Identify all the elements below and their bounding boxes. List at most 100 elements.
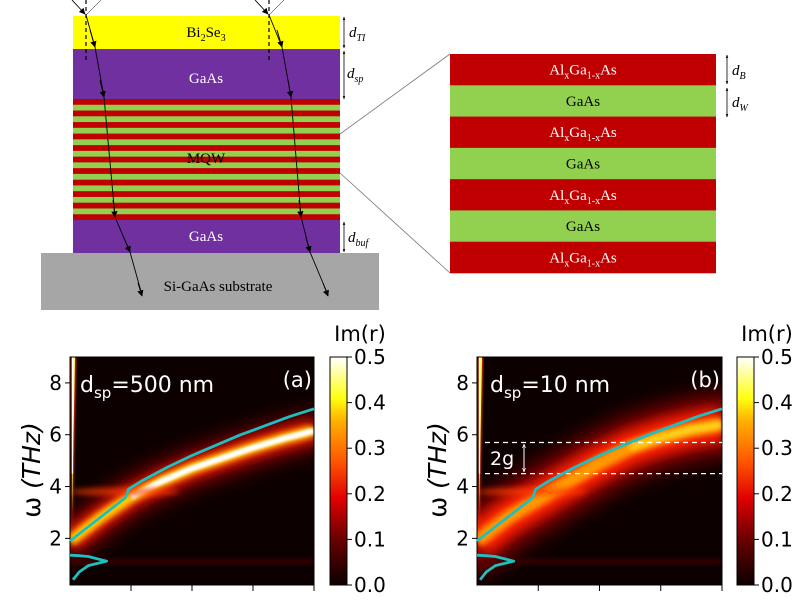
mqw-barrier-stripe bbox=[73, 168, 340, 175]
dim-label-dbuf: dbuf bbox=[348, 230, 370, 249]
low-branch-curve-a bbox=[69, 553, 108, 581]
gap-annotation: 2g bbox=[485, 441, 722, 475]
algaas-barrier-layer bbox=[450, 54, 716, 86]
mqw-well-stripe bbox=[73, 162, 340, 169]
bi2se3-label: Bi2Se3 bbox=[186, 25, 225, 44]
mqw-barrier-stripe bbox=[73, 133, 340, 140]
plot-b-axes: 2 4 6 8 bbox=[456, 371, 723, 591]
mqw-well-stripe bbox=[73, 185, 340, 192]
mqw-well-stripe bbox=[73, 116, 340, 123]
colorbar-a bbox=[329, 356, 348, 586]
ylabel-b: ω (THz) bbox=[423, 422, 452, 518]
colorbar-tick-label: 0.3 bbox=[354, 436, 386, 460]
algaas-label: AlxGa1-xAs bbox=[549, 250, 617, 269]
low-mode-glow bbox=[70, 559, 314, 564]
mqw-barrier-stripe bbox=[73, 179, 340, 186]
gaas-spacer-label: GaAs bbox=[189, 71, 223, 87]
gaas-buffer-label: GaAs bbox=[189, 229, 223, 245]
zoom-connector-top bbox=[339, 53, 451, 135]
mqw-zoom-stack: AlxGa1-xAs GaAs AlxGa1-xAs GaAs AlxGa1-xAs Ga… bbox=[450, 54, 716, 274]
ytick-label: 6 bbox=[456, 423, 469, 447]
dim-label-dti: dTI bbox=[349, 25, 366, 44]
algaas-label: AlxGa1-xAs bbox=[549, 125, 617, 144]
ytick-label: 6 bbox=[49, 423, 62, 447]
mqw-well-stripe bbox=[73, 196, 340, 204]
mqw-barrier-stripe bbox=[73, 156, 340, 163]
dim-label-dw: dW bbox=[732, 95, 750, 114]
gaas-label: GaAs bbox=[566, 94, 600, 110]
mqw-barrier-stripe bbox=[73, 122, 340, 129]
colorbar-tick-label: 0.5 bbox=[354, 345, 386, 369]
heatmap-b-area bbox=[477, 357, 722, 585]
heatmap-b-intensity bbox=[477, 357, 722, 571]
colorbar-tick-label: 0.1 bbox=[354, 527, 386, 551]
colorbar-a-label: Im(r) bbox=[334, 322, 386, 346]
ytick-label: 2 bbox=[456, 526, 469, 550]
colorbar-tick-label: 0.0 bbox=[354, 573, 386, 597]
low-branch-curve-b bbox=[476, 553, 516, 581]
incident-beam-right bbox=[254, 0, 329, 297]
gaas-label: GaAs bbox=[566, 219, 600, 235]
mqw-well-stripe bbox=[73, 173, 340, 180]
annotation-b: dsp=10 nm bbox=[490, 373, 610, 402]
colorbar-b-ticks: 0.0 0.1 0.2 0.3 0.4 0.5 bbox=[754, 345, 793, 597]
algaas-label: AlxGa1-xAs bbox=[549, 188, 617, 207]
colorbar-tick-label: 0.2 bbox=[761, 482, 793, 506]
layer-stack-schematic: Bi2Se3 GaAs MQW GaAs Si-GaAs substrate d… bbox=[41, 0, 750, 310]
colorbar-a-ticks: 0.0 0.1 0.2 0.3 0.4 0.5 bbox=[347, 345, 386, 597]
mqw-label: MQW bbox=[187, 151, 226, 167]
dispersion-curve-b bbox=[476, 407, 723, 543]
gaas-well-layer bbox=[450, 147, 716, 180]
mqw-well-stripe bbox=[73, 127, 340, 134]
mqw-barrier-stripe bbox=[73, 202, 340, 209]
ylabel-a: ω (THz) bbox=[17, 422, 46, 518]
gap-label: 2g bbox=[490, 448, 514, 470]
colorbar-tick-label: 0.3 bbox=[761, 436, 793, 460]
zoom-connector-bottom bbox=[339, 172, 451, 274]
bi2se3-layer bbox=[73, 16, 340, 49]
gaas-well-layer bbox=[450, 85, 716, 117]
mqw-well-stripe bbox=[73, 150, 340, 157]
dispersion-curve-a bbox=[69, 407, 315, 543]
band-peak bbox=[629, 421, 722, 451]
gaas-spacer-layer bbox=[73, 49, 340, 99]
algaas-label: AlxGa1-xAs bbox=[549, 63, 617, 82]
algaas-barrier-layer bbox=[450, 179, 716, 211]
panel-label-b: (b) bbox=[690, 368, 720, 392]
ytick-label: 4 bbox=[456, 475, 469, 499]
anticrossing-glow bbox=[477, 487, 588, 496]
substrate-label: Si-GaAs substrate bbox=[164, 279, 273, 295]
algaas-barrier-layer bbox=[450, 241, 716, 274]
ytick-label: 8 bbox=[49, 371, 62, 395]
mqw-barrier-stripe bbox=[73, 99, 340, 106]
annotation-a: dsp=500 nm bbox=[80, 373, 214, 402]
colorbar-tick-label: 0.4 bbox=[761, 391, 793, 415]
anticrossing-glow bbox=[70, 487, 180, 496]
incident-beam-left bbox=[71, 0, 144, 297]
algaas-barrier-layer bbox=[450, 116, 716, 149]
ytick-label: 2 bbox=[49, 526, 62, 550]
colorbar-tick-label: 0.4 bbox=[354, 391, 386, 415]
heatmap-panel-b: 2 4 6 8 2g dsp=10 nm (b) ω (THz) 0.0 0.1 0.2 0… bbox=[423, 322, 793, 597]
mqw-stack bbox=[73, 99, 340, 221]
ytick-label: 8 bbox=[456, 371, 469, 395]
plot-a-axes: 2 4 6 8 bbox=[49, 371, 315, 591]
mqw-well-stripe bbox=[73, 139, 340, 146]
ytick-label: 4 bbox=[49, 475, 62, 499]
mqw-barrier-stripe bbox=[73, 191, 340, 198]
dim-label-dsp: dsp bbox=[347, 66, 363, 85]
low-mode-glow bbox=[477, 559, 722, 564]
colorbar-tick-label: 0.0 bbox=[761, 573, 793, 597]
heatmap-panel-a: 2 4 6 8 dsp=500 nm (a) ω (THz) 0.0 0.1 0.2 0.3… bbox=[17, 322, 386, 597]
dim-label-db: dB bbox=[732, 63, 746, 82]
mqw-barrier-stripe bbox=[73, 110, 340, 117]
colorbar-tick-label: 0.1 bbox=[761, 527, 793, 551]
gaas-well-layer bbox=[450, 210, 716, 243]
mqw-barrier-stripe bbox=[73, 214, 340, 221]
colorbar-b-label: Im(r) bbox=[741, 322, 793, 346]
gaas-buffer-layer bbox=[73, 220, 340, 253]
colorbar-b bbox=[736, 356, 755, 586]
band-peak bbox=[129, 427, 314, 500]
mqw-well-stripe bbox=[73, 104, 340, 111]
